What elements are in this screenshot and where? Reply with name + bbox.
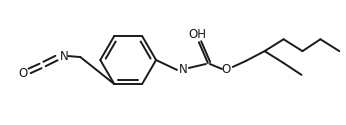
Text: N: N — [179, 63, 187, 76]
Text: O: O — [221, 63, 230, 76]
Text: O: O — [18, 67, 27, 80]
Text: OH: OH — [188, 28, 206, 41]
Text: N: N — [60, 50, 69, 63]
